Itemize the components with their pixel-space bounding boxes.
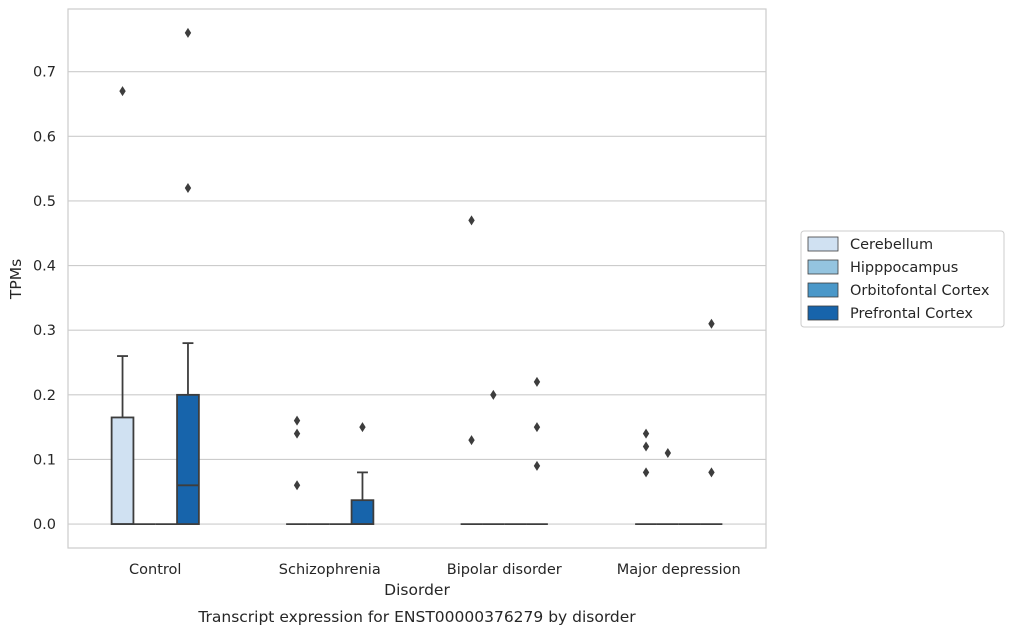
- box-group: [286, 415, 308, 525]
- y-tick-label: 0.1: [33, 452, 56, 468]
- figure-caption: Transcript expression for ENST0000037627…: [197, 608, 636, 626]
- y-tick-label: 0.5: [33, 194, 56, 210]
- box-group: [526, 376, 548, 525]
- y-tick-labels: 0.0 0.1 0.2 0.3 0.4 0.5 0.6 0.7: [33, 65, 56, 533]
- box-group: [482, 389, 505, 525]
- outlier-point: [708, 467, 715, 478]
- outlier-point: [490, 389, 497, 400]
- legend-label: Cerebellum: [850, 237, 933, 253]
- y-tick-label: 0.6: [33, 129, 56, 145]
- x-tick-label: Major depression: [617, 562, 741, 578]
- outlier-point: [642, 428, 650, 439]
- outlier-point: [184, 183, 192, 194]
- box-group: [700, 318, 723, 525]
- outlier-point: [184, 27, 192, 38]
- legend-label: Prefrontal Cortex: [850, 306, 973, 322]
- legend-label: Hipppocampus: [850, 260, 958, 276]
- outlier-point: [293, 415, 301, 426]
- outlier-point: [359, 422, 366, 433]
- gridlines: [68, 71, 766, 525]
- outlier-point: [642, 467, 650, 478]
- legend: Cerebellum Hipppocampus Orbitofontal Corte…: [800, 230, 1005, 328]
- outlier-point: [533, 460, 541, 471]
- outlier-point: [119, 86, 126, 97]
- legend-swatch: [807, 259, 839, 275]
- legend-swatch: [807, 305, 839, 321]
- outlier-point: [293, 428, 301, 439]
- x-tick-label: Control: [129, 562, 181, 578]
- box-group: [350, 422, 375, 525]
- outlier-point: [708, 318, 715, 329]
- box: [350, 499, 375, 525]
- x-tick-labels: Control Schizophrenia Bipolar disorder Majo…: [129, 562, 741, 578]
- box-layer: [110, 27, 723, 525]
- x-tick-label: Bipolar disorder: [447, 562, 562, 578]
- y-tick-label: 0.4: [33, 259, 56, 275]
- x-axis-title: Disorder: [384, 581, 450, 599]
- x-tick-label: Schizophrenia: [279, 562, 381, 578]
- box: [110, 416, 135, 525]
- box-group: [460, 215, 483, 525]
- outlier-point: [642, 441, 650, 452]
- box-group: [635, 428, 657, 525]
- y-tick-label: 0.3: [33, 323, 56, 339]
- outlier-point: [664, 447, 672, 458]
- y-tick-label: 0.0: [33, 517, 56, 533]
- plot-frame: [67, 8, 767, 549]
- box-group: [656, 447, 679, 525]
- legend-frame: [800, 230, 1005, 328]
- legend-swatch: [807, 282, 839, 298]
- box: [176, 393, 200, 525]
- box-group: [110, 86, 135, 525]
- box-group: [176, 27, 200, 525]
- y-axis-title: TPMs: [7, 259, 25, 300]
- outlier-point: [533, 422, 541, 433]
- legend-swatch: [807, 236, 839, 252]
- legend-label: Orbitofontal Cortex: [850, 283, 990, 299]
- outlier-point: [293, 480, 301, 491]
- outlier-point: [533, 376, 541, 387]
- outlier-point: [468, 435, 475, 446]
- y-tick-label: 0.2: [33, 388, 56, 404]
- outlier-point: [468, 215, 475, 226]
- y-tick-label: 0.7: [33, 65, 56, 81]
